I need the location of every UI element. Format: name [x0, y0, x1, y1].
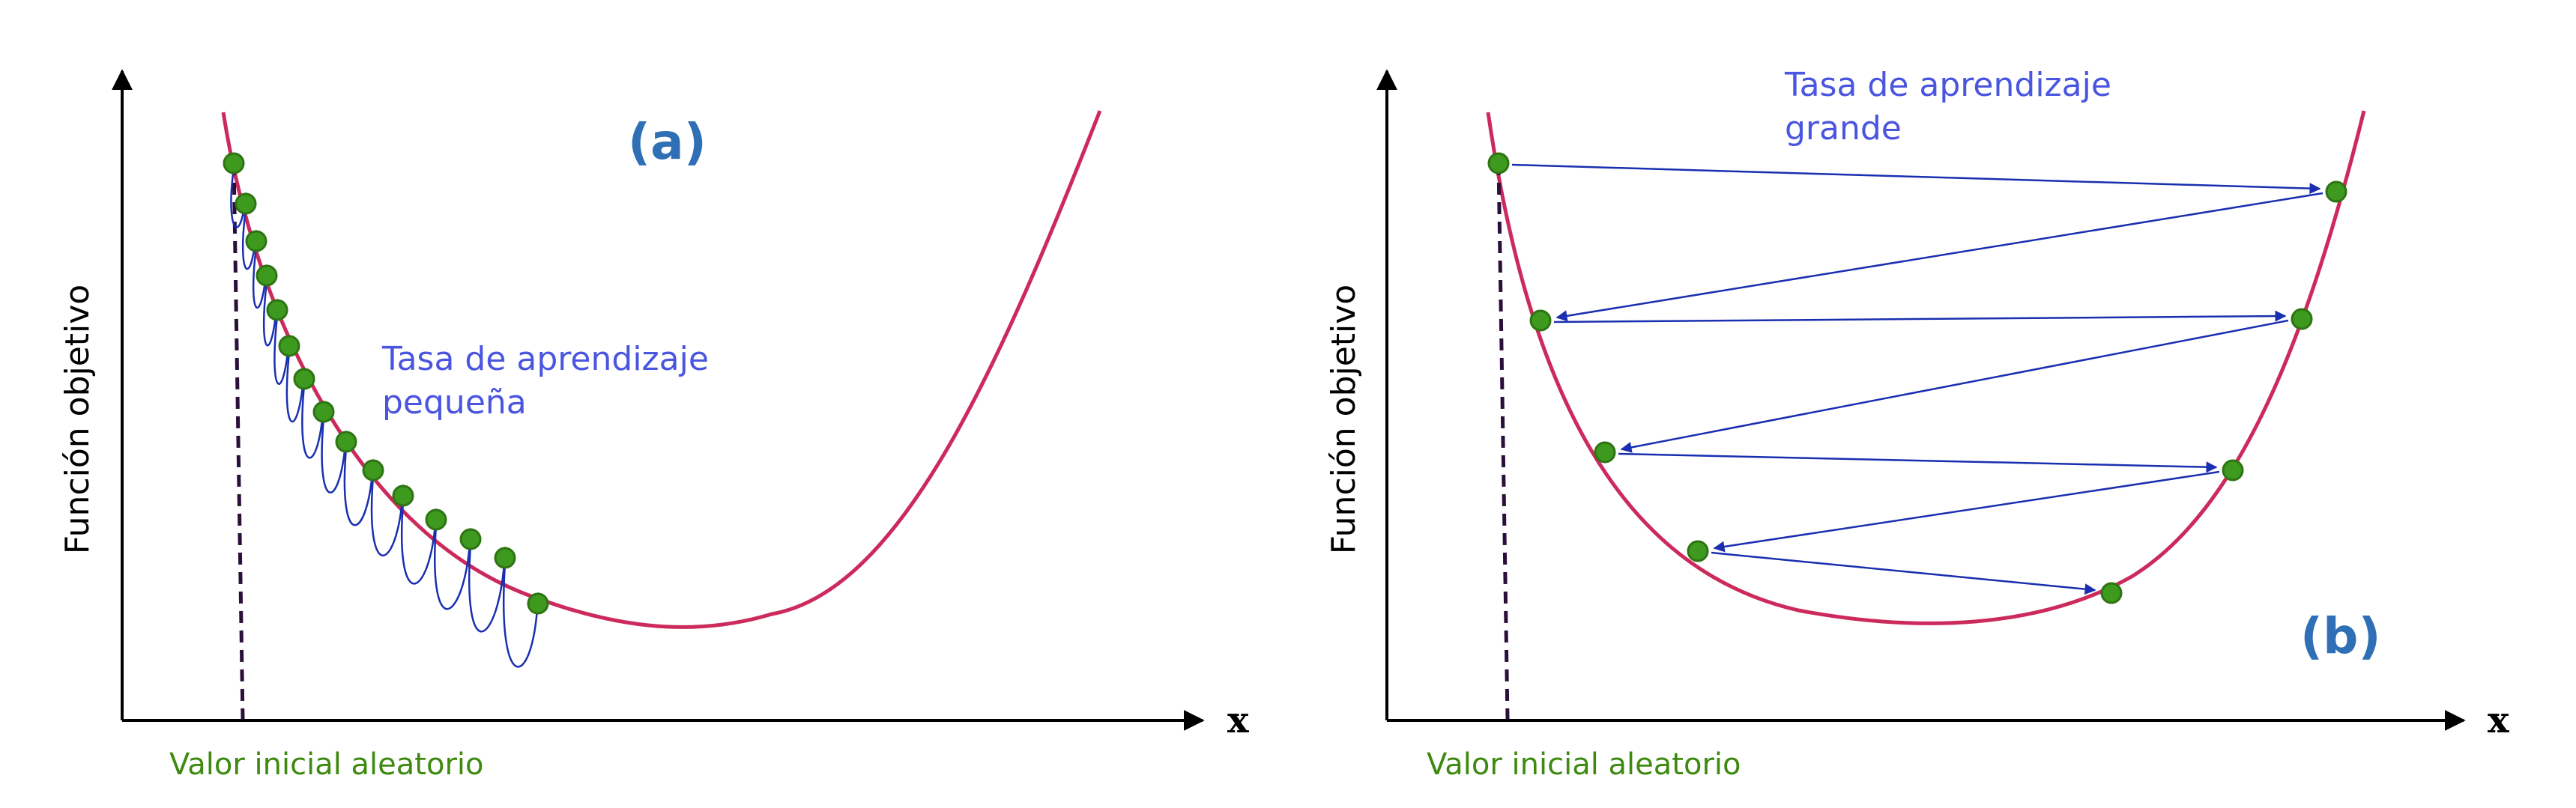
panel-a-start-line [232, 162, 245, 720]
panel-a-iterate-point [494, 547, 516, 569]
panel-a-x-axis-label: x [1227, 699, 1249, 741]
panel-b-x-axis-label: x [2488, 699, 2509, 741]
panel-b-step-arrow [1713, 470, 2220, 553]
panel-a-iterate-point [312, 401, 335, 423]
panel-a-iterate-point [256, 264, 278, 287]
panel-a-y-axis-label: Función objetivo [58, 285, 97, 554]
panel-b-label: (b) [2300, 607, 2381, 665]
panel-b-iterate-point [2100, 582, 2123, 604]
panel-a-rate-label-line2: pequeña [382, 383, 527, 422]
panel-a-iterate-point [425, 508, 447, 531]
panel-b-objective-curve [1486, 110, 2366, 625]
panel-a-step-arrow [434, 525, 477, 610]
panel-b-y-axis-label: Función objetivo [1325, 285, 1363, 554]
panel-b-start-line [1496, 162, 1510, 720]
panel-a-iterate-point [527, 592, 549, 615]
panel-a-iterate-point [362, 459, 384, 482]
panel-b-step-arrow [1620, 319, 2289, 453]
panel-a-step-arrow [321, 417, 351, 493]
panel-b: (b) Tasa de aprendizaje grande Función o… [1325, 66, 2509, 782]
panel-a-iterate-point [392, 485, 414, 507]
panel-a-steps [230, 168, 544, 668]
panel-b-step-arrow [1618, 452, 2218, 473]
panel-a-step-arrow [285, 351, 309, 422]
panel-a-step-arrow [502, 563, 544, 668]
panel-a-step-arrow [370, 476, 409, 556]
panel-b-iterate-point [1687, 540, 1709, 562]
panel-a-iterate-point [235, 192, 257, 215]
panel-a-iterate-point [223, 152, 245, 174]
panel-b-start-label: Valor inicial aleatorio [1427, 747, 1741, 782]
panel-b-iterate-point [2222, 459, 2244, 482]
panel-b-points [1487, 152, 2347, 604]
panel-a-rate-label-line1: Tasa de aprendizaje [381, 340, 709, 378]
panel-a-step-arrow [468, 544, 511, 633]
panel-b-iterate-point [2291, 308, 2313, 330]
panel-b-rate-label-line2: grande [1785, 109, 1902, 148]
panel-b-iterate-point [1529, 309, 1552, 332]
panel-b-steps [1511, 163, 2323, 595]
panel-a-iterate-point [245, 230, 267, 252]
panel-b-step-arrow [1553, 310, 2287, 323]
panel-a-iterate-point [293, 368, 315, 390]
panel-a-step-arrow [301, 384, 329, 459]
panel-b-iterate-point [2325, 180, 2347, 203]
panel-a-step-arrow [273, 315, 294, 385]
panel-a-label: (a) [628, 113, 707, 171]
panel-a-iterate-point [459, 528, 482, 550]
panel-b-rate-label-line1: Tasa de aprendizaje [1784, 66, 2111, 104]
panel-b-iterate-point [1487, 152, 1510, 174]
panel-a-iterate-point [266, 299, 288, 321]
panel-a: (a) Tasa de aprendizaje pequeña Función … [58, 69, 1249, 782]
panel-b-step-arrow [1511, 163, 2321, 195]
panel-a-step-arrow [262, 281, 282, 347]
panel-a-iterate-point [335, 431, 357, 453]
panel-a-iterate-point [278, 335, 300, 357]
panel-b-step-arrow [1555, 192, 2323, 322]
panel-b-step-arrow [1711, 551, 2096, 595]
panel-a-step-arrow [400, 501, 442, 585]
panel-b-iterate-point [1594, 441, 1616, 464]
panel-a-points [223, 152, 549, 615]
panel-a-step-arrow [343, 447, 378, 526]
panel-a-start-label: Valor inicial aleatorio [169, 747, 483, 782]
